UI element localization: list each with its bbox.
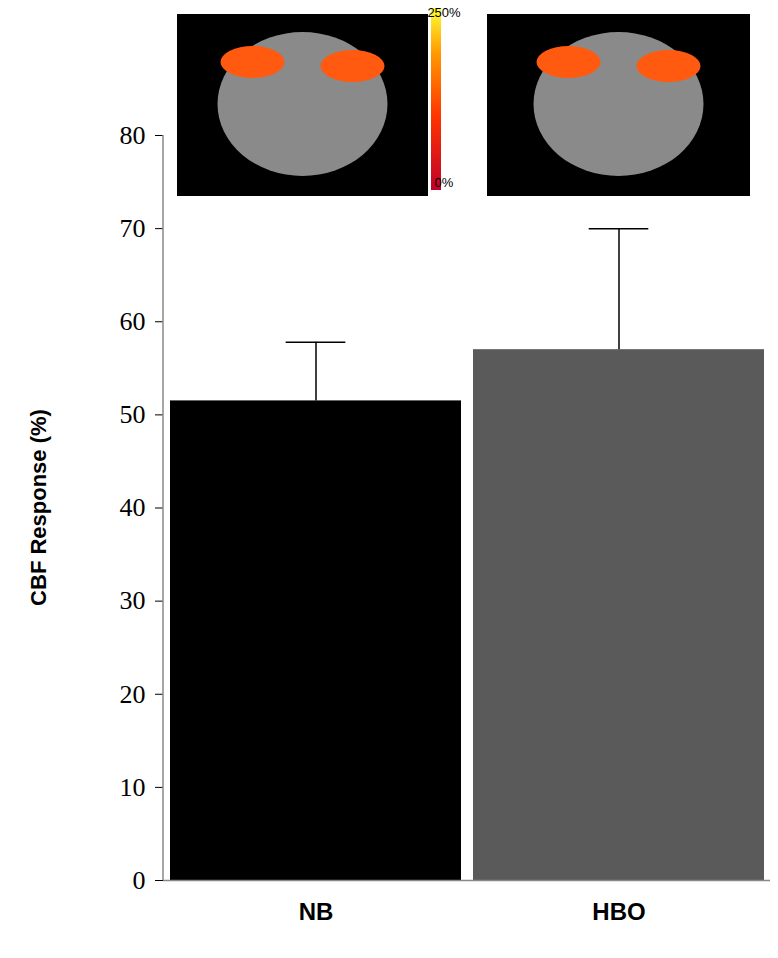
svg-text:NB: NB <box>299 898 334 925</box>
svg-text:HBO: HBO <box>592 898 645 925</box>
svg-text:10: 10 <box>120 773 146 802</box>
svg-text:20: 20 <box>120 680 146 709</box>
svg-text:0%: 0% <box>435 175 454 190</box>
svg-text:250%: 250% <box>427 5 461 20</box>
svg-text:50: 50 <box>120 400 146 429</box>
svg-text:40: 40 <box>120 493 146 522</box>
svg-text:60: 60 <box>120 307 146 336</box>
svg-text:CBF Response (%): CBF Response (%) <box>26 409 51 606</box>
svg-text:30: 30 <box>120 586 146 615</box>
svg-text:80: 80 <box>120 121 146 150</box>
svg-text:70: 70 <box>120 214 146 243</box>
svg-text:0: 0 <box>133 866 146 895</box>
